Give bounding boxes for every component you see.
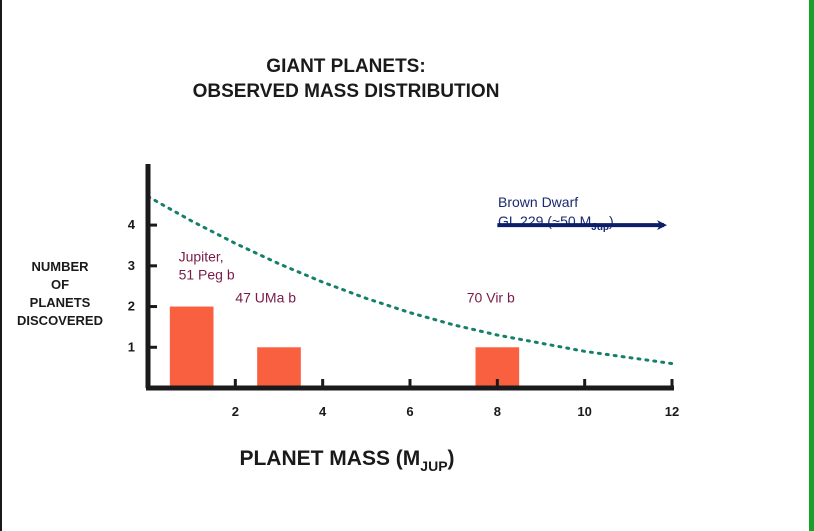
right-border <box>809 0 814 531</box>
left-border <box>0 0 2 531</box>
annotation-0-line-0: Jupiter, <box>179 249 224 265</box>
annotation-2-line-0: 70 Vir b <box>467 289 515 305</box>
y-tick-label-4: 4 <box>128 217 136 232</box>
brown-dwarf-annotation: Brown Dwarf GL 229 (~50 MJup) <box>497 194 667 233</box>
y-axis-title: NUMBER OF PLANETS DISCOVERED <box>17 259 103 328</box>
bar-1 <box>257 347 301 388</box>
x-tick-label-12: 12 <box>665 404 679 419</box>
bar-0 <box>169 306 214 388</box>
annotation-1-line-0: 47 UMa b <box>235 289 296 305</box>
annotations-group: Jupiter, 51 Peg b47 UMa b 70 Vir b <box>179 249 515 306</box>
y-tick-label-1: 1 <box>128 339 135 354</box>
y-tick-label-2: 2 <box>128 299 135 314</box>
brown-dwarf-mass-label: GL 229 (~50 MJup) <box>498 213 614 233</box>
y-axis-title-line-3: PLANETS <box>30 295 91 310</box>
chart-subtitle: OBSERVED MASS DISTRIBUTION <box>193 81 500 102</box>
y-axis-title-line-4: DISCOVERED <box>17 313 103 328</box>
chart-title: GIANT PLANETS: <box>266 56 425 77</box>
brown-dwarf-label: Brown Dwarf <box>498 194 578 210</box>
y-axis-title-line-2: OF <box>51 277 69 292</box>
bars-group <box>169 306 520 388</box>
x-tick-label-8: 8 <box>494 404 501 419</box>
x-tick-label-4: 4 <box>319 404 327 419</box>
y-axis-title-line-1: NUMBER <box>31 259 89 274</box>
x-tick-label-2: 2 <box>232 404 239 419</box>
expected-distribution-curve <box>146 195 674 366</box>
x-tick-label-6: 6 <box>406 404 413 419</box>
x-tick-label-10: 10 <box>577 404 591 419</box>
x-axis-title: PLANET MASS (MJUP) <box>239 447 454 474</box>
y-tick-label-3: 3 <box>128 258 135 273</box>
annotation-0-line-1: 51 Peg b <box>179 267 235 283</box>
